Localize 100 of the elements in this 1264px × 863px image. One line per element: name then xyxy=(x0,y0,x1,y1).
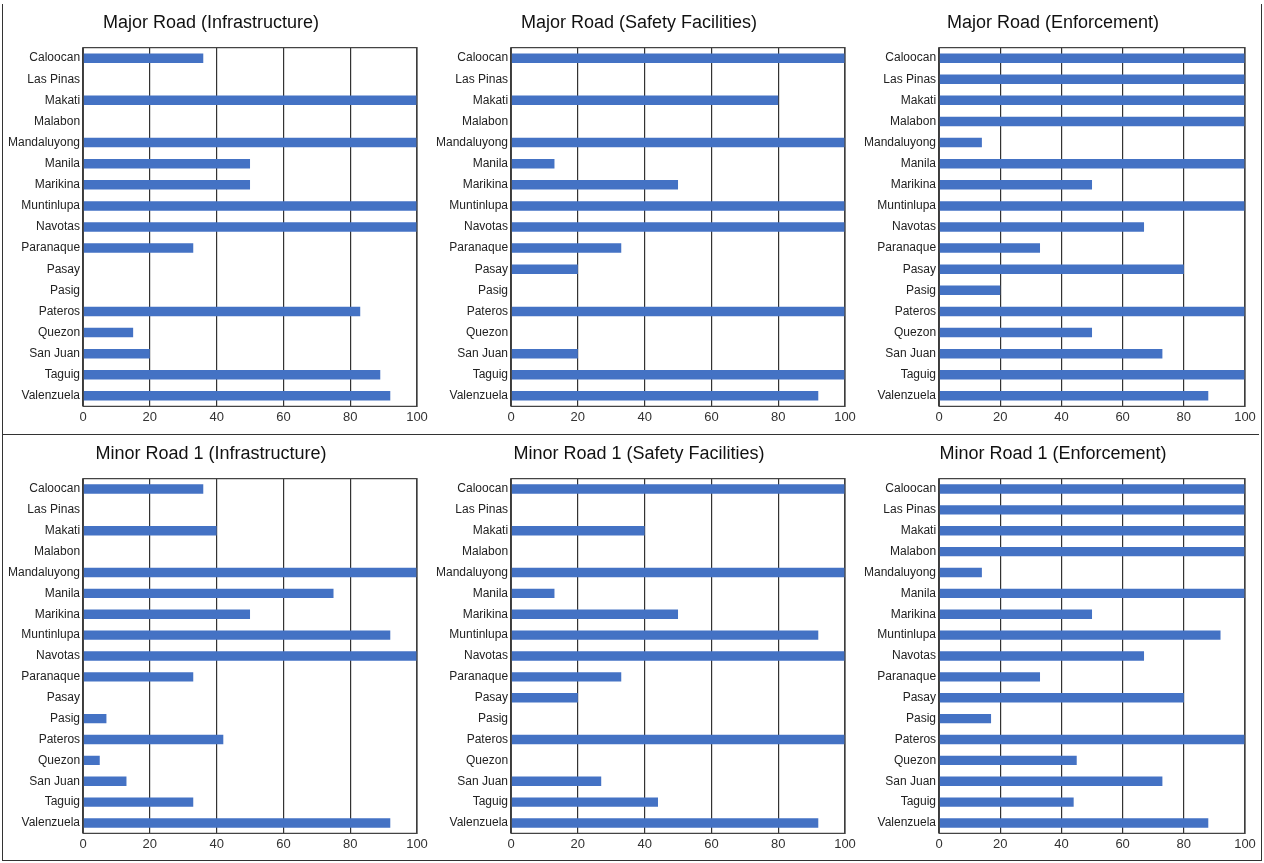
y-tick-label: San Juan xyxy=(885,345,937,360)
x-tick-label: 20 xyxy=(570,408,586,424)
y-tick-label: Malabon xyxy=(462,543,509,558)
y-tick-label: Muntinlupa xyxy=(449,198,509,213)
chart-title: Minor Road 1 (Safety Facilities) xyxy=(513,442,765,463)
y-tick-label: Pasig xyxy=(50,710,81,725)
x-tick-label: 40 xyxy=(1054,835,1069,851)
y-tick-label: Caloocan xyxy=(29,481,81,496)
y-tick-label: Pasay xyxy=(474,690,509,705)
y-tick-label: Mandaluyong xyxy=(863,134,937,149)
y-tick-label: Pasig xyxy=(478,710,509,725)
x-tick-label: 100 xyxy=(406,408,428,424)
x-tick-label: 0 xyxy=(79,835,87,851)
y-tick-label: Muntinlupa xyxy=(877,627,937,642)
x-tick-label: 80 xyxy=(1176,408,1192,424)
y-tick-label: Quezon xyxy=(38,752,81,767)
y-tick-label: Taguig xyxy=(44,367,81,382)
y-tick-label: Mandaluyong xyxy=(7,134,81,149)
x-tick-label: 40 xyxy=(1054,408,1069,424)
y-tick-label: Manila xyxy=(900,585,937,600)
y-tick-label: Manila xyxy=(900,155,937,170)
x-tick-label: 40 xyxy=(209,835,224,851)
x-tick-label: 80 xyxy=(342,408,358,424)
y-tick-label: Taguig xyxy=(472,794,509,809)
chart-title: Major Road (Infrastructure) xyxy=(102,11,320,32)
y-tick-label: Navotas xyxy=(892,219,937,234)
y-tick-label: Las Pinas xyxy=(27,502,81,517)
y-tick-label: Paranaque xyxy=(449,669,509,684)
y-tick-label: Marikina xyxy=(34,177,81,192)
y-tick-label: Pasig xyxy=(50,282,81,297)
y-tick-label: Mandaluyong xyxy=(435,134,509,149)
x-tick-label: 0 xyxy=(507,408,515,424)
y-tick-label: Caloocan xyxy=(885,50,937,65)
y-tick-label: Marikina xyxy=(890,606,937,621)
y-tick-label: Makati xyxy=(472,523,509,538)
y-tick-label: Quezon xyxy=(894,752,937,767)
y-tick-label: Paranaque xyxy=(21,240,81,255)
y-tick-label: Muntinlupa xyxy=(877,198,937,213)
y-tick-label: Quezon xyxy=(38,324,81,339)
y-tick-label: Navotas xyxy=(892,648,937,663)
x-tick-label: 60 xyxy=(1115,835,1130,851)
x-tick-label: 60 xyxy=(276,835,291,851)
y-tick-label: Pasig xyxy=(906,710,937,725)
y-tick-label: Muntinlupa xyxy=(21,627,81,642)
y-tick-label: Pasay xyxy=(46,261,81,276)
x-tick-label: 80 xyxy=(342,835,358,851)
x-tick-label: 20 xyxy=(142,835,158,851)
y-tick-label: Manila xyxy=(44,585,81,600)
y-tick-label: Taguig xyxy=(900,367,937,382)
x-tick-label: 20 xyxy=(993,408,1008,424)
y-tick-label: Navotas xyxy=(36,648,81,663)
y-tick-label: Las Pinas xyxy=(883,502,937,517)
y-tick-label: Quezon xyxy=(894,324,937,339)
x-tick-label: 100 xyxy=(406,835,428,851)
y-tick-label: Muntinlupa xyxy=(449,627,509,642)
x-tick-label: 60 xyxy=(704,408,719,424)
y-tick-label: Pateros xyxy=(894,731,937,746)
y-tick-label: Makati xyxy=(900,523,937,538)
chart-title: Major Road (Safety Facilities) xyxy=(520,11,758,32)
x-tick-label: 20 xyxy=(993,835,1008,851)
y-tick-label: Valenzuela xyxy=(877,815,937,830)
y-tick-label: Caloocan xyxy=(457,50,509,65)
x-tick-label: 0 xyxy=(507,835,515,851)
y-tick-label: Pasay xyxy=(902,261,937,276)
x-tick-label: 80 xyxy=(770,835,786,851)
y-tick-label: Pateros xyxy=(466,303,509,318)
y-tick-label: Malabon xyxy=(34,113,81,128)
x-tick-label: 60 xyxy=(1115,408,1130,424)
y-tick-label: San Juan xyxy=(885,773,937,788)
chart-title: Minor Road 1 (Enforcement) xyxy=(939,442,1167,463)
y-tick-label: Makati xyxy=(44,92,81,107)
y-tick-label: Manila xyxy=(472,585,509,600)
y-tick-label: Paranaque xyxy=(877,669,937,684)
y-tick-label: Marikina xyxy=(462,606,509,621)
y-tick-label: Valenzuela xyxy=(449,388,509,403)
y-tick-label: Navotas xyxy=(464,648,509,663)
y-tick-label: Pasig xyxy=(478,282,509,297)
y-tick-label: Mandaluyong xyxy=(7,564,81,579)
y-tick-label: Valenzuela xyxy=(449,815,509,830)
y-tick-label: Valenzuela xyxy=(877,388,937,403)
y-tick-label: Caloocan xyxy=(29,50,81,65)
y-tick-label: San Juan xyxy=(457,345,509,360)
y-tick-label: San Juan xyxy=(457,773,509,788)
y-tick-label: Las Pinas xyxy=(27,71,81,86)
y-tick-label: Makati xyxy=(472,92,509,107)
y-tick-label: Valenzuela xyxy=(21,388,81,403)
y-tick-label: Pateros xyxy=(894,303,937,318)
x-tick-label: 0 xyxy=(79,408,87,424)
x-tick-label: 0 xyxy=(935,835,943,851)
y-tick-label: Mandaluyong xyxy=(863,564,937,579)
y-tick-label: Las Pinas xyxy=(455,502,509,517)
y-tick-label: Malabon xyxy=(890,113,937,128)
x-tick-label: 20 xyxy=(142,408,158,424)
y-tick-label: Paranaque xyxy=(877,240,937,255)
y-tick-label: Muntinlupa xyxy=(21,198,81,213)
y-tick-label: Paranaque xyxy=(449,240,509,255)
y-tick-label: San Juan xyxy=(29,345,81,360)
chart-title: Minor Road 1 (Infrastructure) xyxy=(95,442,327,463)
x-tick-label: 100 xyxy=(1234,408,1256,424)
x-tick-label: 100 xyxy=(834,408,856,424)
